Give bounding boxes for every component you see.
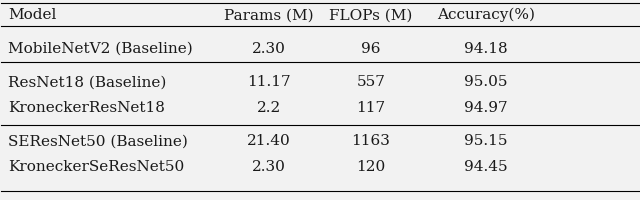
Text: 94.97: 94.97 [464, 101, 508, 115]
Text: 117: 117 [356, 101, 385, 115]
Text: Accuracy(%): Accuracy(%) [436, 8, 534, 22]
Text: 120: 120 [356, 160, 386, 174]
Text: 2.30: 2.30 [252, 42, 286, 56]
Text: 95.15: 95.15 [464, 134, 508, 148]
Text: 557: 557 [356, 75, 385, 89]
Text: MobileNetV2 (Baseline): MobileNetV2 (Baseline) [8, 42, 193, 56]
Text: 96: 96 [361, 42, 381, 56]
Text: FLOPs (M): FLOPs (M) [330, 8, 413, 22]
Text: Model: Model [8, 8, 56, 22]
Text: 21.40: 21.40 [247, 134, 291, 148]
Text: Params (M): Params (M) [224, 8, 314, 22]
Text: 94.18: 94.18 [464, 42, 508, 56]
Text: 1163: 1163 [351, 134, 390, 148]
Text: KroneckerResNet18: KroneckerResNet18 [8, 101, 164, 115]
Text: 94.45: 94.45 [464, 160, 508, 174]
Text: KroneckerSeResNet50: KroneckerSeResNet50 [8, 160, 184, 174]
Text: 2.30: 2.30 [252, 160, 286, 174]
Text: SEResNet50 (Baseline): SEResNet50 (Baseline) [8, 134, 188, 148]
Text: ResNet18 (Baseline): ResNet18 (Baseline) [8, 75, 166, 89]
Text: 2.2: 2.2 [257, 101, 281, 115]
Text: 95.05: 95.05 [464, 75, 508, 89]
Text: 11.17: 11.17 [247, 75, 291, 89]
